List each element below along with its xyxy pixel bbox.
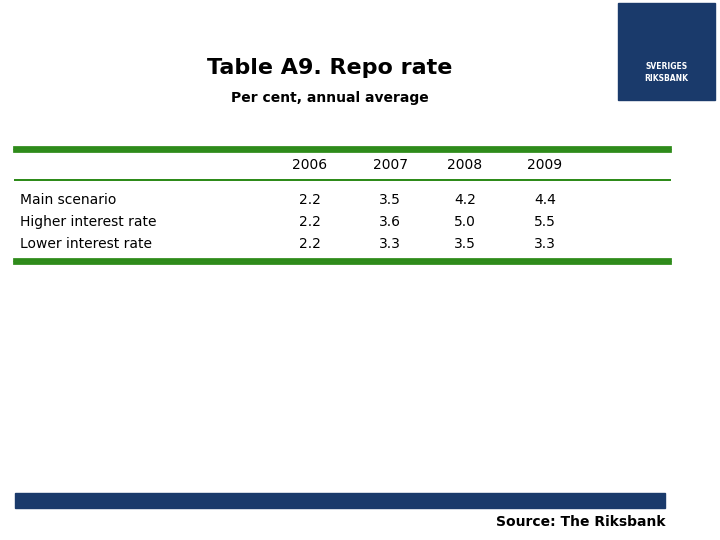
Text: 5.0: 5.0 xyxy=(454,215,476,229)
Text: Per cent, annual average: Per cent, annual average xyxy=(231,91,429,105)
Text: 3.5: 3.5 xyxy=(379,193,401,207)
Text: 3.6: 3.6 xyxy=(379,215,401,229)
Text: Table A9. Repo rate: Table A9. Repo rate xyxy=(207,58,453,78)
Text: Higher interest rate: Higher interest rate xyxy=(20,215,156,229)
Text: 2009: 2009 xyxy=(528,158,562,172)
Text: Lower interest rate: Lower interest rate xyxy=(20,237,152,251)
Text: 2006: 2006 xyxy=(292,158,328,172)
Text: 2007: 2007 xyxy=(372,158,408,172)
Text: Main scenario: Main scenario xyxy=(20,193,117,207)
Text: 4.4: 4.4 xyxy=(534,193,556,207)
Text: 3.3: 3.3 xyxy=(534,237,556,251)
Text: 2.2: 2.2 xyxy=(299,215,321,229)
Bar xyxy=(618,3,715,100)
Text: SVERIGES
RIKSBANK: SVERIGES RIKSBANK xyxy=(644,63,688,83)
Text: 2.2: 2.2 xyxy=(299,237,321,251)
Text: 5.5: 5.5 xyxy=(534,215,556,229)
Bar xyxy=(15,493,665,508)
Text: 3.3: 3.3 xyxy=(379,237,401,251)
Text: 4.2: 4.2 xyxy=(454,193,476,207)
Text: 2008: 2008 xyxy=(447,158,482,172)
Text: 3.5: 3.5 xyxy=(454,237,476,251)
Text: 2.2: 2.2 xyxy=(299,193,321,207)
Text: Source: The Riksbank: Source: The Riksbank xyxy=(495,515,665,529)
